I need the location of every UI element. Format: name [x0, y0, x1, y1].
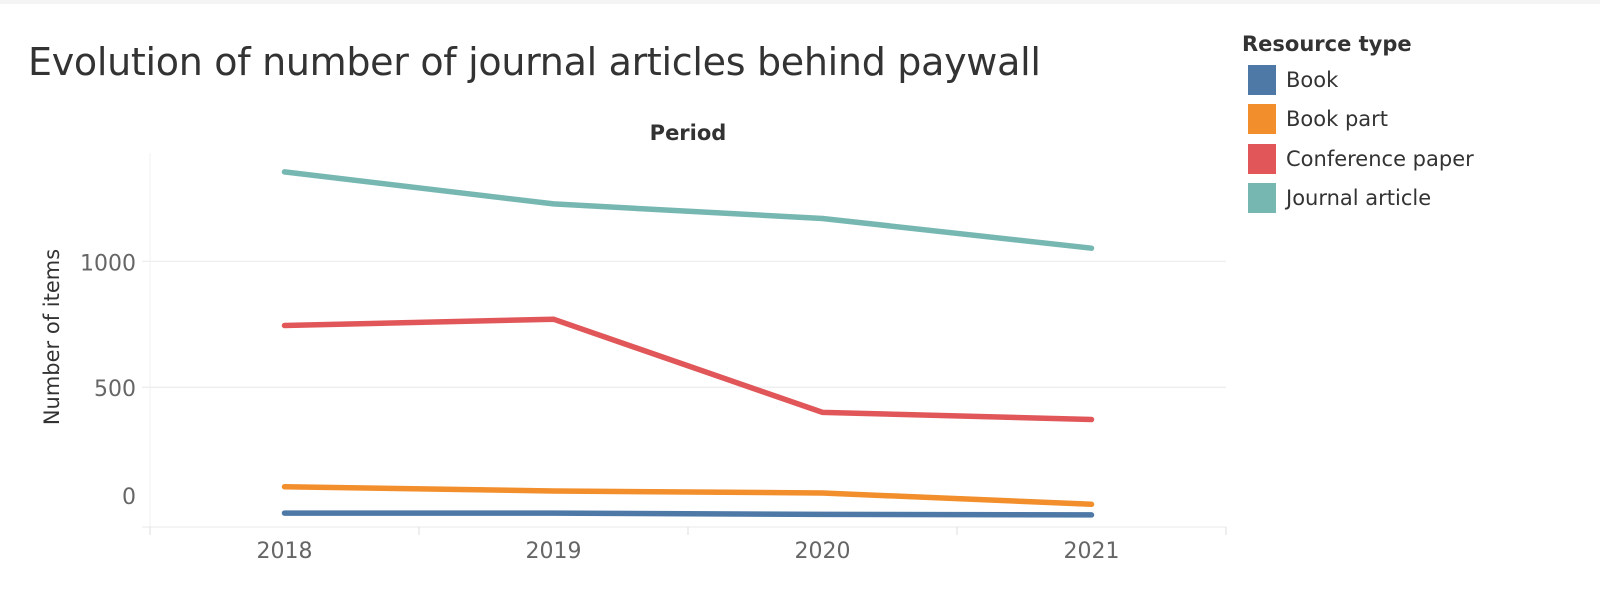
x-tick-label-2021: 2021: [1064, 539, 1120, 564]
y-tick-label-500: 500: [94, 377, 136, 402]
series-line-conference-paper: [281, 316, 1095, 423]
legend-label-conference-paper: Conference paper: [1286, 146, 1474, 171]
series-line-book-part: [281, 483, 1095, 508]
legend-item-book[interactable]: Book: [1242, 60, 1582, 100]
y-tick-label-1000: 1000: [80, 251, 136, 276]
legend-title: Resource type: [1242, 32, 1412, 56]
series-line-book: [281, 510, 1095, 518]
legend-label-book-part: Book part: [1286, 107, 1389, 132]
legend-swatch-journal-article: [1248, 183, 1276, 214]
x-axis-title: Period: [650, 121, 727, 145]
legend-swatch-book: [1248, 64, 1276, 95]
line-chart: 0 500 1000 2018 2019 2020 2021 Period Number o…: [40, 121, 1227, 564]
legend-item-journal-article[interactable]: Journal article: [1242, 179, 1582, 219]
chart-title: Evolution of number of journal articles …: [28, 40, 1041, 84]
legend-item-book-part[interactable]: Book part: [1242, 100, 1582, 140]
x-tick-label-2020: 2020: [795, 539, 851, 564]
y-tick-label-0: 0: [122, 485, 136, 510]
top-border: [0, 0, 1600, 4]
legend-item-conference-paper[interactable]: Conference paper: [1242, 139, 1582, 179]
series-line-journal-article: [281, 169, 1095, 251]
legend-swatch-book-part: [1248, 104, 1276, 135]
legend-label-book: Book: [1286, 67, 1339, 92]
legend: Resource type Book Book part Conference …: [1242, 32, 1582, 218]
x-tick-label-2019: 2019: [526, 539, 582, 564]
x-tick-label-2018: 2018: [257, 539, 313, 564]
y-axis-title: Number of items: [40, 249, 64, 425]
legend-swatch-conference-paper: [1248, 143, 1276, 174]
legend-label-journal-article: Journal article: [1286, 186, 1432, 211]
